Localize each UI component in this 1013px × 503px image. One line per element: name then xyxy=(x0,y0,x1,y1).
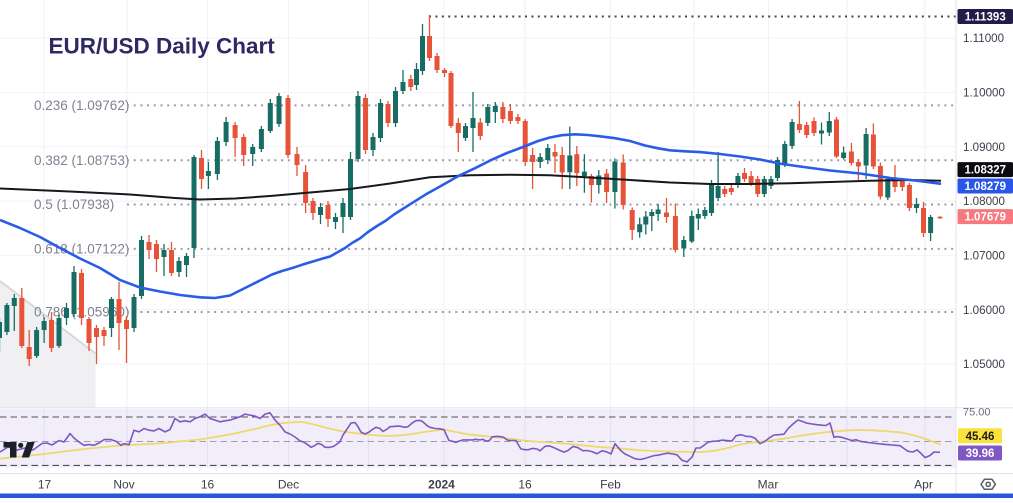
svg-text:16: 16 xyxy=(518,478,532,492)
svg-text:Feb: Feb xyxy=(600,478,621,492)
svg-text:Apr: Apr xyxy=(914,478,933,492)
svg-text:1.07679: 1.07679 xyxy=(964,212,1006,224)
svg-text:1.10000: 1.10000 xyxy=(963,87,1005,100)
svg-text:1.11393: 1.11393 xyxy=(965,12,1006,24)
svg-text:1.08327: 1.08327 xyxy=(964,165,1006,177)
svg-text:1.07000: 1.07000 xyxy=(963,250,1005,263)
svg-text:45.46: 45.46 xyxy=(966,431,995,443)
svg-text:1.11000: 1.11000 xyxy=(963,32,1004,45)
svg-text:1.08279: 1.08279 xyxy=(964,181,1006,193)
svg-text:2024: 2024 xyxy=(428,478,455,492)
svg-text:16: 16 xyxy=(201,478,215,492)
svg-text:0.5 (1.07938): 0.5 (1.07938) xyxy=(34,197,114,212)
svg-text:0.618 (1.07122): 0.618 (1.07122) xyxy=(34,242,129,257)
svg-text:Dec: Dec xyxy=(278,478,299,492)
svg-text:17: 17 xyxy=(38,478,52,492)
svg-text:1.08000: 1.08000 xyxy=(963,195,1005,208)
svg-text:0.236 (1.09762): 0.236 (1.09762) xyxy=(34,98,129,113)
svg-text:Mar: Mar xyxy=(758,478,779,492)
svg-text:1.05000: 1.05000 xyxy=(963,358,1005,371)
svg-text:0.382 (1.08753): 0.382 (1.08753) xyxy=(34,153,129,168)
svg-text:1.09000: 1.09000 xyxy=(963,141,1005,154)
svg-text:EUR/USD Daily Chart: EUR/USD Daily Chart xyxy=(49,34,276,59)
svg-text:39.96: 39.96 xyxy=(966,448,995,460)
svg-text:Nov: Nov xyxy=(113,478,134,492)
svg-text:75.00: 75.00 xyxy=(963,407,991,419)
svg-text:1.06000: 1.06000 xyxy=(963,304,1005,317)
